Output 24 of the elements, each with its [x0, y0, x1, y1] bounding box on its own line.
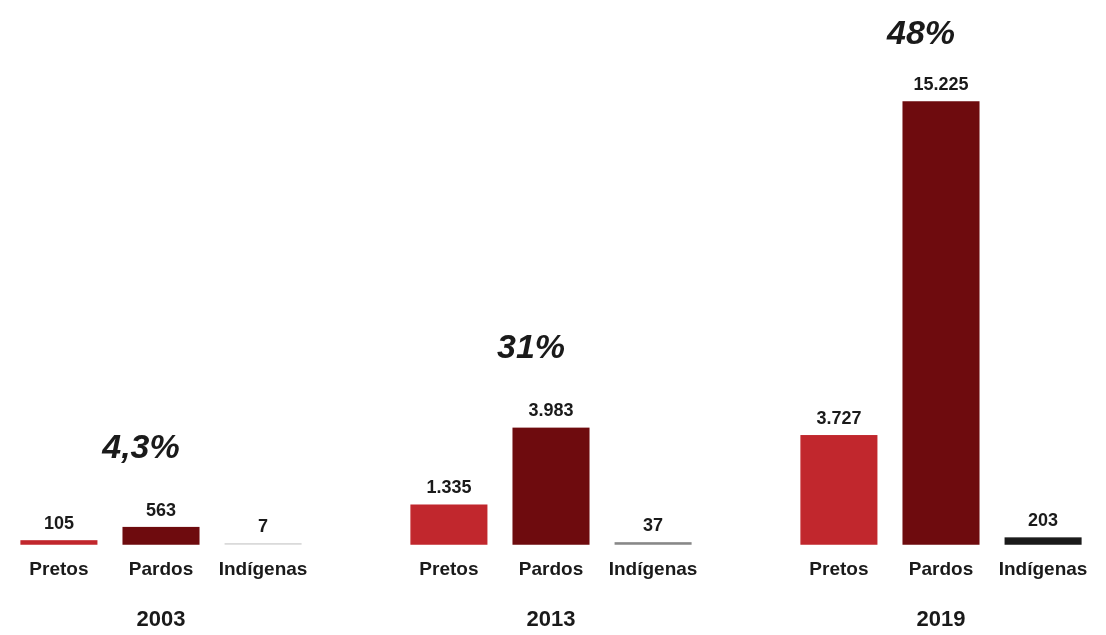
- x-axis-title: 2003: [136, 606, 186, 631]
- x-tick-label: Pretos: [29, 558, 89, 579]
- data-label: 3.983: [528, 400, 574, 421]
- x-tick-label: Indígenas: [218, 558, 308, 579]
- x-tick-label: Pardos: [908, 558, 974, 579]
- x-tick-label: Pretos: [809, 558, 869, 579]
- x-tick-label: Pardos: [128, 558, 194, 579]
- data-label: 105: [43, 512, 74, 533]
- x-tick-label: Indígenas: [608, 558, 698, 579]
- data-label: 203: [1028, 510, 1059, 531]
- text: 4,3%: [101, 426, 180, 465]
- text: 31%: [496, 327, 566, 366]
- data-label: 1.335: [426, 477, 472, 498]
- x-axis-title: 2013: [526, 606, 576, 631]
- data-label: 563: [145, 499, 177, 520]
- data-label: 37: [643, 514, 664, 535]
- x-tick-label: Indígenas: [998, 558, 1088, 579]
- x-tick-label: Pretos: [419, 558, 479, 579]
- text: 48%: [885, 13, 956, 51]
- x-axis-title: 2019: [916, 606, 966, 631]
- data-label: 3.727: [816, 407, 862, 428]
- data-label: 15.225: [913, 74, 969, 94]
- x-tick-label: Pardos: [518, 558, 584, 579]
- data-label: 7: [258, 515, 269, 536]
